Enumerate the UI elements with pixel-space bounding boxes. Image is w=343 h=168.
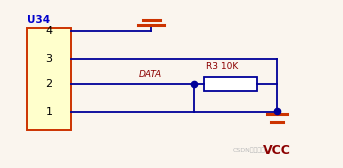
Bar	[204, 77, 257, 91]
Text: U34: U34	[27, 14, 50, 25]
Text: 2: 2	[46, 79, 52, 89]
Text: R3 10K: R3 10K	[205, 62, 238, 71]
Bar	[27, 28, 71, 130]
Text: VCC: VCC	[263, 144, 291, 157]
Text: CSDN入式基地: CSDN入式基地	[233, 147, 265, 153]
Text: 4: 4	[46, 26, 52, 36]
Text: DATA: DATA	[139, 70, 162, 79]
Text: 3: 3	[46, 54, 52, 64]
Text: 1: 1	[46, 107, 52, 117]
